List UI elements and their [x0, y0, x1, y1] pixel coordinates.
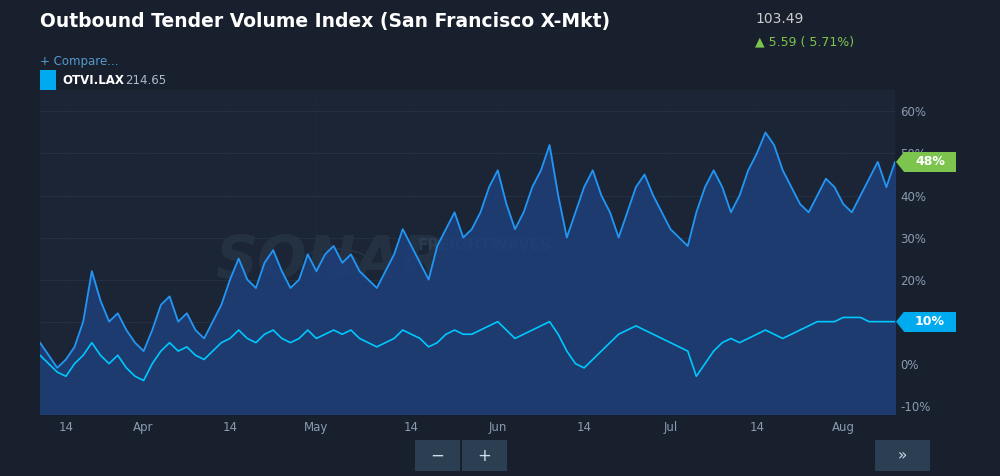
Text: 48%: 48%	[915, 155, 945, 169]
Text: 214.65: 214.65	[125, 74, 166, 87]
Text: 10%: 10%	[915, 315, 945, 328]
Text: + Compare...: + Compare...	[40, 55, 119, 68]
Text: Outbound Tender Volume Index (San Francisco X-Mkt): Outbound Tender Volume Index (San Franci…	[40, 12, 610, 31]
Text: OTVI.LAX: OTVI.LAX	[62, 74, 124, 87]
Text: »: »	[898, 448, 907, 463]
Text: ▲ 5.59 ( 5.71%): ▲ 5.59 ( 5.71%)	[755, 36, 854, 49]
Text: +: +	[478, 447, 491, 465]
Text: FREIGHTWAVES: FREIGHTWAVES	[418, 238, 552, 253]
Text: −: −	[431, 447, 444, 465]
Text: SONAR: SONAR	[215, 234, 446, 290]
Text: 103.49: 103.49	[755, 12, 803, 26]
